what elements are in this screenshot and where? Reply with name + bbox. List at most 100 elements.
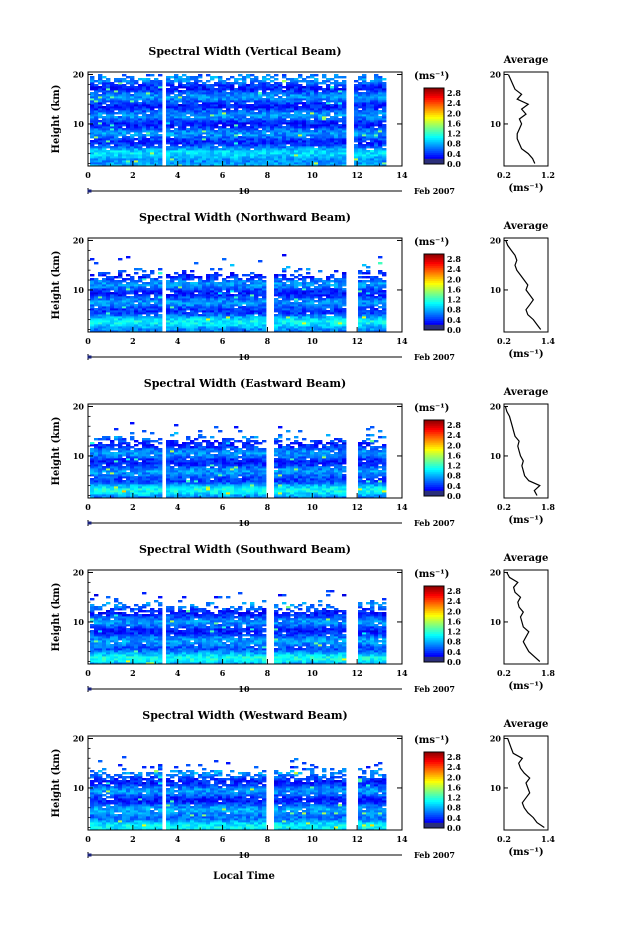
heatmap-cell	[322, 112, 327, 115]
heatmap-cell	[306, 98, 311, 101]
heatmap-cell	[326, 280, 331, 283]
heatmap-cell	[322, 318, 327, 321]
heatmap-cell	[334, 282, 339, 285]
heatmap-cell	[222, 312, 227, 315]
heatmap-cell	[254, 140, 259, 143]
heatmap-cell	[110, 324, 115, 327]
heatmap-cell	[274, 88, 279, 91]
heatmap-cell	[254, 292, 259, 295]
heatmap-cell	[338, 150, 343, 153]
heatmap-cell	[302, 132, 307, 135]
heatmap-cell	[282, 268, 287, 271]
heatmap-cell	[174, 164, 179, 167]
heatmap-cell	[206, 292, 211, 295]
heatmap-cell	[134, 132, 139, 135]
heatmap-cell	[134, 114, 139, 117]
heatmap-cell	[370, 154, 375, 157]
heatmap-cell	[322, 302, 327, 305]
heatmap-cell	[370, 290, 375, 293]
heatmap-cell	[226, 306, 231, 309]
heatmap-cell	[382, 108, 387, 111]
heatmap-cell	[282, 80, 287, 83]
heatmap-cell	[266, 124, 271, 127]
heatmap-cell	[342, 122, 347, 125]
heatmap-cell	[194, 314, 199, 317]
heatmap-cell	[366, 90, 371, 93]
heatmap-cell	[358, 150, 363, 153]
heatmap-cell	[106, 126, 111, 129]
heatmap-cell	[286, 302, 291, 305]
heatmap-cell	[154, 158, 159, 161]
heatmap-cell	[134, 144, 139, 147]
heatmap-cell	[190, 278, 195, 281]
heatmap-cell	[242, 132, 247, 135]
heatmap-cell	[362, 118, 367, 121]
heatmap-cell	[234, 94, 239, 97]
heatmap-cell	[114, 162, 119, 165]
heatmap-cell	[278, 90, 283, 93]
heatmap-cell	[322, 114, 327, 117]
heatmap-cell	[382, 314, 387, 317]
heatmap-cell	[190, 100, 195, 103]
heatmap-cell	[362, 76, 367, 79]
heatmap-cell	[94, 120, 99, 123]
heatmap-cell	[286, 310, 291, 313]
heatmap-cell	[106, 108, 111, 111]
heatmap-cell	[318, 320, 323, 323]
heatmap-cell	[290, 312, 295, 315]
heatmap-cell	[330, 164, 335, 167]
heatmap-cell	[322, 132, 327, 135]
heatmap-cell	[174, 282, 179, 285]
heatmap-cell	[146, 128, 151, 131]
heatmap-cell	[370, 310, 375, 313]
heatmap-cell	[262, 144, 267, 147]
heatmap-cell	[234, 144, 239, 147]
heatmap-cell	[338, 142, 343, 145]
heatmap-cell	[358, 324, 363, 327]
heatmap-cell	[206, 144, 211, 147]
heatmap-cell	[90, 86, 95, 89]
heatmap-cell	[118, 80, 123, 83]
heatmap-cell	[314, 122, 319, 125]
heatmap-cell	[366, 304, 371, 307]
heatmap-cell	[94, 300, 99, 303]
heatmap-cell	[190, 138, 195, 141]
heatmap-cell	[382, 318, 387, 321]
heatmap-cell	[98, 282, 103, 285]
heatmap-cell	[270, 90, 275, 93]
heatmap-cell	[142, 310, 147, 313]
heatmap-cell	[238, 148, 243, 151]
heatmap-cell	[250, 300, 255, 303]
heatmap-cell	[334, 150, 339, 153]
heatmap-cell	[314, 282, 319, 285]
heatmap-cell	[314, 156, 319, 159]
heatmap-cell	[230, 290, 235, 293]
heatmap-cell	[182, 148, 187, 151]
heatmap-cell	[242, 102, 247, 105]
heatmap-cell	[138, 324, 143, 327]
heatmap-cell	[150, 144, 155, 147]
heatmap-cell	[194, 126, 199, 129]
heatmap-cell	[362, 88, 367, 91]
heatmap-cell	[302, 98, 307, 101]
heatmap-cell	[258, 116, 263, 119]
heatmap-cell	[214, 88, 219, 91]
heatmap-cell	[98, 82, 103, 85]
heatmap-cell	[166, 324, 171, 327]
heatmap-cell	[338, 132, 343, 135]
heatmap-cell	[106, 282, 111, 285]
heatmap-cell	[322, 156, 327, 159]
heatmap-cell	[290, 302, 295, 305]
heatmap-cell	[310, 154, 315, 157]
heatmap-cell	[322, 284, 327, 287]
heatmap-cell	[270, 158, 275, 161]
heatmap-cell	[378, 132, 383, 135]
heatmap-cell	[130, 110, 135, 113]
heatmap-cell	[246, 156, 251, 159]
heatmap-cell	[98, 316, 103, 319]
heatmap-cell	[230, 128, 235, 131]
heatmap-cell	[286, 90, 291, 93]
heatmap-cell	[354, 110, 359, 113]
heatmap-cell	[110, 120, 115, 123]
heatmap-cell	[326, 154, 331, 157]
